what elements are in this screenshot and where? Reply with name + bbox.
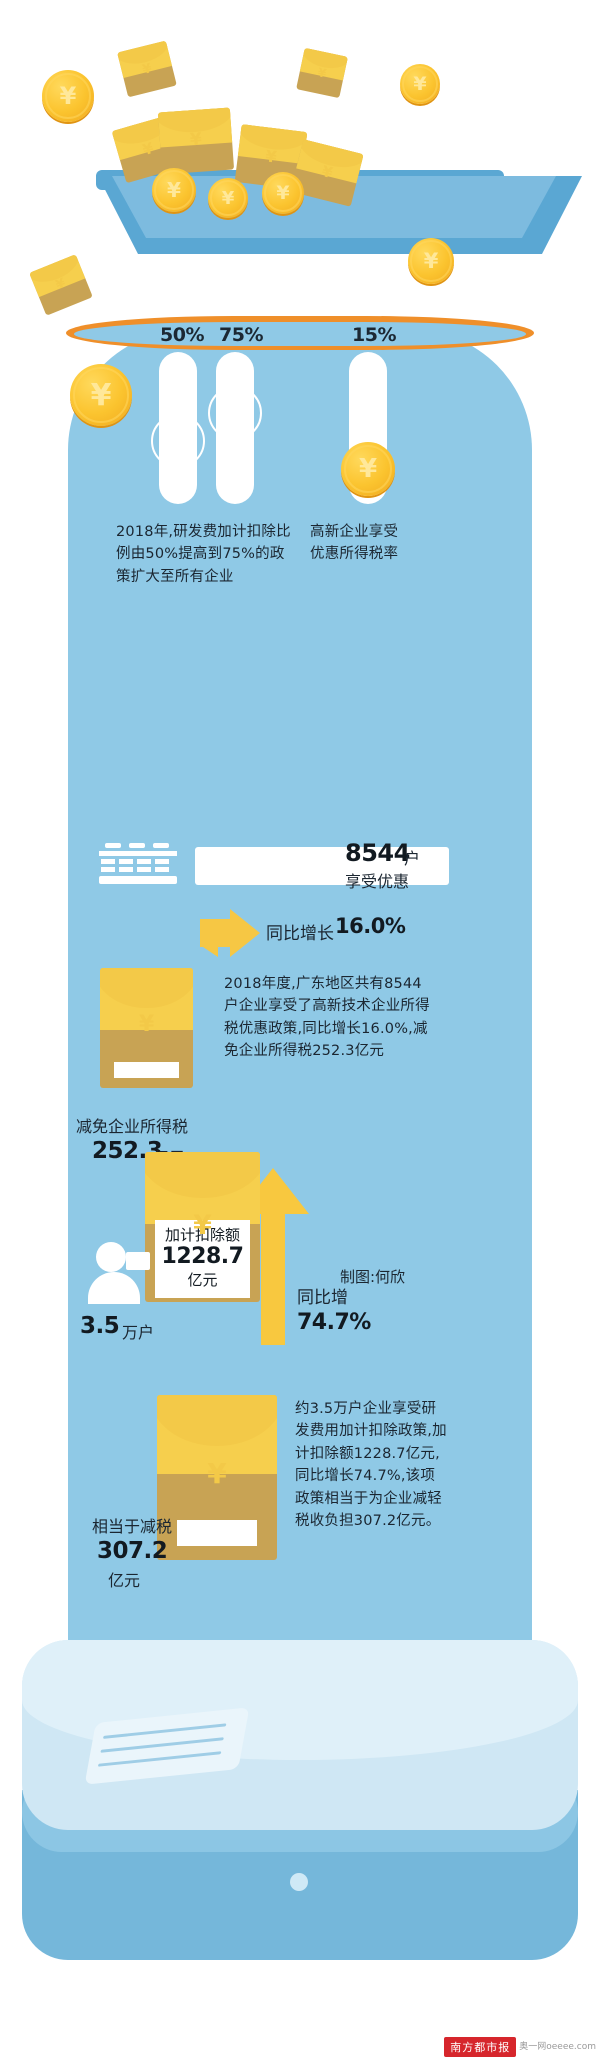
red-envelope-icon: ¥ <box>117 40 177 98</box>
credit-line: 制图:何欣 <box>340 1268 406 1286</box>
red-envelope-icon: ¥ <box>100 968 193 1088</box>
bank-building-icon <box>99 843 177 887</box>
bar-label-50: 50% <box>160 324 204 346</box>
deduction-value: 1228.7 <box>161 1244 244 1269</box>
deduction-label-box: 加计扣除额 1228.7 亿元 <box>155 1220 250 1298</box>
enterprise-paragraph-line-2: 户企业享受了高新技术企业所得 <box>224 998 430 1015</box>
bars-caption-left-line-2: 例由50%提高到75%的政 <box>116 546 285 563</box>
enterprise-paragraph-line-1: 2018年度,广东地区共有8544 <box>224 976 422 992</box>
bars-caption-left-line-3: 策扩大至所有企业 <box>116 568 234 585</box>
equivalent-value: 307.2 <box>97 1538 168 1564</box>
enterprise-count-sub: 享受优惠 <box>345 872 410 891</box>
red-envelope-icon: ¥ <box>157 107 235 175</box>
households-value: 3.5 <box>80 1313 120 1339</box>
yen-coin-icon: ¥ <box>408 238 454 284</box>
rd-paragraph-line-2: 发费用加计扣除政策,加 <box>295 1423 447 1440</box>
equivalent-label: 相当于减税 <box>92 1517 173 1536</box>
bars-caption-left-line-1: 2018年,研发费加计扣除比 <box>116 524 291 540</box>
rd-paragraph-line-3: 计扣除额1228.7亿元, <box>295 1445 440 1462</box>
bars-caption-right: 高新企业享受 优惠所得税率 <box>310 521 440 566</box>
watermark: 南方都市报 奥一网oeeee.com <box>444 2037 596 2057</box>
rd-paragraph: 约3.5万户企业享受研 发费用加计扣除政策,加 计扣除额1228.7亿元, 同比… <box>295 1398 515 1533</box>
person-with-screen-icon <box>88 1242 152 1304</box>
bars-caption-left: 2018年,研发费加计扣除比 例由50%提高到75%的政 策扩大至所有企业 <box>116 521 326 588</box>
deduction-unit: 亿元 <box>187 1271 218 1290</box>
yen-coin-icon: ¥ <box>208 178 248 218</box>
jar-rim-inner <box>74 322 526 346</box>
enterprise-growth-value: 16.0% <box>335 914 406 938</box>
yen-coin-icon: ¥ <box>400 64 440 104</box>
enterprise-count-bar <box>195 847 449 885</box>
yen-coin-icon: ¥ <box>262 172 304 214</box>
enterprise-paragraph-line-4: 免企业所得税252.3亿元 <box>224 1043 385 1060</box>
base-indicator-dot <box>290 1873 308 1891</box>
right-arrow-icon <box>200 909 270 957</box>
bar-label-15: 15% <box>352 324 396 346</box>
red-envelope-icon: ¥ <box>29 254 93 316</box>
rd-paragraph-line-4: 同比增长74.7%,该项 <box>295 1468 436 1485</box>
microscope-icon <box>151 414 205 468</box>
yen-coin-icon: ¥ <box>152 168 196 212</box>
enterprise-count-value: 8544 <box>345 839 410 867</box>
enterprise-paragraph: 2018年度,广东地区共有8544 户企业享受了高新技术企业所得 税优惠政策,同… <box>224 973 450 1063</box>
microscope-icon <box>208 386 262 440</box>
rd-growth-label: 同比增 <box>297 1288 348 1308</box>
red-envelope-icon: ¥ <box>157 1395 277 1560</box>
rd-paragraph-line-6: 税收负担307.2亿元。 <box>295 1513 441 1530</box>
rd-growth-value: 74.7% <box>297 1310 371 1335</box>
red-envelope-icon: ¥ <box>296 47 348 99</box>
bar-label-75: 75% <box>219 324 263 346</box>
enterprise-count-unit: 户 <box>404 849 421 868</box>
households-unit: 万户 <box>122 1323 155 1342</box>
enterprise-paragraph-line-3: 税优惠政策,同比增长16.0%,减 <box>224 1020 428 1037</box>
watermark-badge: 南方都市报 <box>444 2037 517 2057</box>
equivalent-unit: 亿元 <box>108 1571 141 1590</box>
yen-coin-icon: ¥ <box>42 70 94 122</box>
rd-paragraph-line-5: 政策相当于为企业减轻 <box>295 1490 442 1507</box>
yen-coin-icon: ¥ <box>341 442 395 496</box>
rd-paragraph-line-1: 约3.5万户企业享受研 <box>295 1401 437 1417</box>
bars-caption-right-line-2: 优惠所得税率 <box>310 546 399 563</box>
deduction-label: 加计扣除额 <box>164 1226 240 1244</box>
tax-relief-label: 减免企业所得税 <box>76 1117 189 1136</box>
yen-coin-icon: ¥ <box>70 364 132 426</box>
enterprise-growth-label: 同比增长 <box>266 924 334 944</box>
bars-caption-right-line-1: 高新企业享受 <box>310 524 399 540</box>
watermark-subtext: 奥一网oeeee.com <box>519 2041 596 2052</box>
